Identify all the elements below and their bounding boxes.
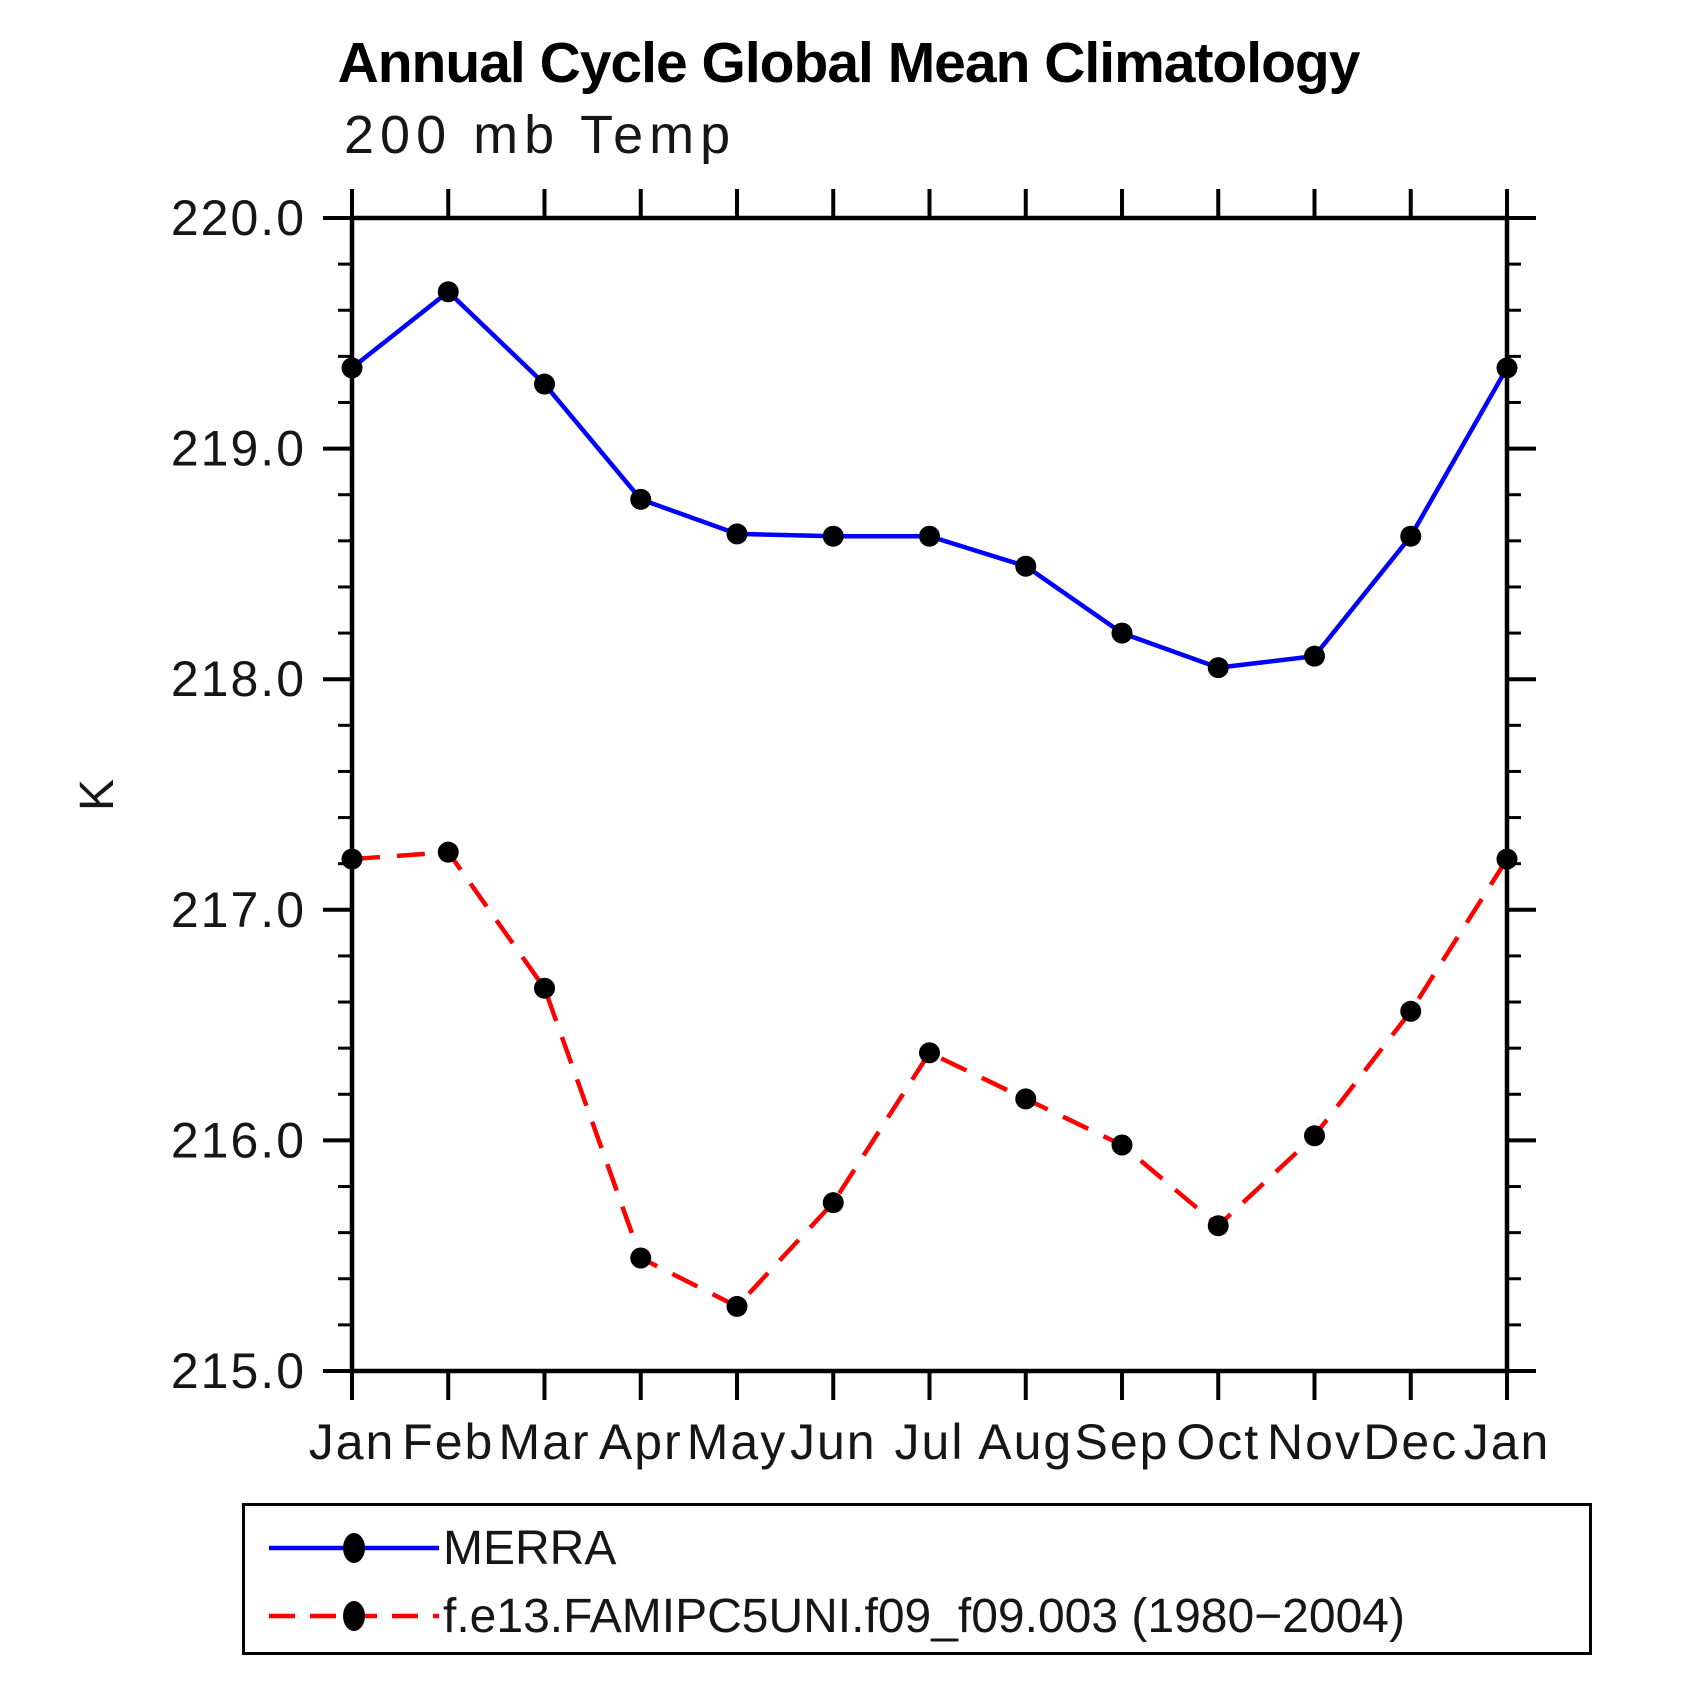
legend-item-model: f.e13.FAMIPC5UNI.f09_f09.003 (1980−2004) bbox=[251, 1588, 1405, 1644]
x-tick-label: Jul bbox=[895, 1414, 965, 1470]
data-point-marker bbox=[1111, 1134, 1133, 1156]
x-tick-label: May bbox=[687, 1414, 787, 1470]
data-point-marker bbox=[630, 488, 652, 510]
data-point-marker bbox=[1015, 1088, 1037, 1110]
legend: MERRA f.e13.FAMIPC5UNI.f09_f09.003 (1980… bbox=[242, 1503, 1592, 1655]
chart-subtitle: 200 mb Temp bbox=[344, 105, 737, 165]
data-point-marker bbox=[1400, 1000, 1422, 1022]
data-point-marker bbox=[822, 525, 844, 547]
y-tick-label: 219.0 bbox=[171, 421, 306, 477]
data-point-marker bbox=[534, 977, 555, 999]
data-point-marker bbox=[1207, 657, 1229, 679]
data-point-marker bbox=[437, 841, 459, 863]
data-point-marker bbox=[1207, 1215, 1229, 1237]
model-line bbox=[351, 849, 1509, 1310]
data-point-marker bbox=[1496, 848, 1518, 870]
x-tick-label: Oct bbox=[1176, 1414, 1260, 1470]
x-tick-label: Apr bbox=[599, 1414, 683, 1470]
x-tick-label: Jun bbox=[790, 1414, 877, 1470]
y-tick-label: 216.0 bbox=[171, 1112, 306, 1168]
x-tick-label: Jan bbox=[1464, 1414, 1551, 1470]
data-point-marker bbox=[630, 1247, 652, 1269]
data-point-marker bbox=[919, 525, 940, 547]
data-point-marker bbox=[341, 357, 363, 379]
legend-sample-marker bbox=[343, 1533, 365, 1563]
y-tick-label: 218.0 bbox=[171, 651, 306, 707]
data-point-marker bbox=[726, 523, 748, 545]
data-point-marker bbox=[1304, 645, 1325, 667]
x-tick-label: Sep bbox=[1075, 1414, 1170, 1470]
data-point-marker bbox=[437, 281, 459, 303]
data-point-marker bbox=[1015, 555, 1037, 577]
data-point-marker bbox=[534, 373, 555, 395]
legend-item-merra: MERRA bbox=[251, 1520, 616, 1576]
x-tick-label: Jan bbox=[309, 1414, 396, 1470]
merra-line bbox=[350, 288, 1509, 670]
data-point-marker bbox=[341, 848, 363, 870]
data-point-marker bbox=[1304, 1125, 1325, 1147]
data-point-marker bbox=[726, 1295, 748, 1317]
x-tick-label: Mar bbox=[498, 1414, 590, 1470]
data-point-marker bbox=[919, 1042, 940, 1064]
legend-label-model: f.e13.FAMIPC5UNI.f09_f09.003 (1980−2004) bbox=[443, 1589, 1405, 1643]
data-point-marker bbox=[1496, 357, 1518, 379]
legend-label-merra: MERRA bbox=[443, 1521, 617, 1575]
x-tick-label: Feb bbox=[402, 1414, 494, 1470]
legend-line-model-icon bbox=[269, 1601, 439, 1631]
x-tick-label: Nov bbox=[1267, 1414, 1362, 1470]
axis-frame bbox=[349, 215, 1510, 1374]
y-tick-label: 220.0 bbox=[171, 190, 306, 246]
legend-line-merra-icon bbox=[269, 1533, 439, 1563]
legend-sample-marker bbox=[343, 1601, 365, 1631]
data-point-marker bbox=[1400, 525, 1422, 547]
data-point-marker bbox=[822, 1192, 844, 1214]
x-tick-label: Dec bbox=[1363, 1414, 1458, 1470]
x-tick-label: Aug bbox=[978, 1414, 1073, 1470]
y-tick-label: 215.0 bbox=[171, 1343, 306, 1399]
y-tick-label: 217.0 bbox=[171, 882, 306, 938]
data-point-marker bbox=[1111, 622, 1133, 644]
chart-title: Annual Cycle Global Mean Climatology bbox=[337, 31, 1361, 95]
